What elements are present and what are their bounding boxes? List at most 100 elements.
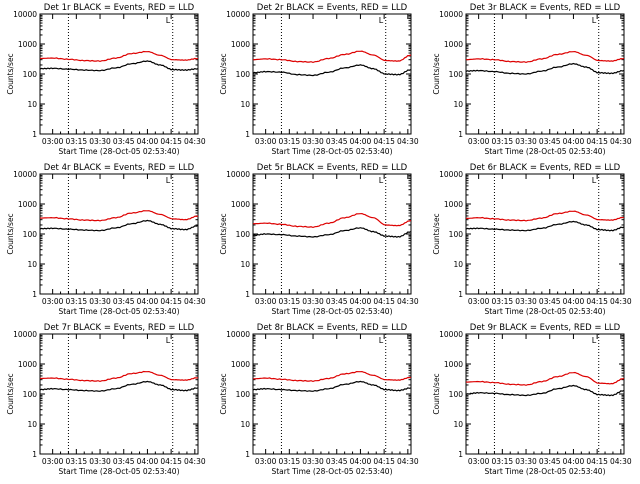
x-tick-label: 03:45: [539, 137, 561, 146]
y-tick-label: 1000: [231, 200, 250, 209]
events-series-line: [465, 220, 625, 232]
x-tick-label: 04:30: [610, 137, 632, 146]
x-tick-label: 03:45: [539, 457, 561, 466]
panel-title: Det 5r BLACK = Events, RED = LLD: [257, 163, 408, 173]
x-tick-label: 04:15: [373, 457, 395, 466]
y-tick-label: 1000: [444, 200, 463, 209]
x-tick-label: 04:30: [610, 457, 632, 466]
plot-frame: [39, 333, 199, 455]
lld-series-line: [466, 210, 625, 222]
x-tick-label: 04:00: [563, 137, 585, 146]
y-axis-label: Counts/sec: [6, 213, 15, 254]
y-tick-label: 10: [453, 420, 463, 429]
x-tick-label: 03:15: [492, 137, 514, 146]
y-tick-label: 10000: [439, 330, 463, 339]
lld-series-line: [465, 371, 625, 386]
events-series-line: [252, 64, 412, 77]
y-tick-label: 10000: [13, 330, 37, 339]
x-axis-label: Start Time (28-Oct-05 02:53:40): [271, 147, 392, 156]
x-tick-label: 04:00: [137, 297, 159, 306]
x-tick-label: 03:30: [89, 457, 111, 466]
x-tick-label: 04:00: [563, 457, 585, 466]
events-series-line: [252, 380, 412, 392]
lld-series-line: [253, 212, 412, 229]
detector-panel-3: Det 3r BLACK = Events, RED = LLD 1 10 100 10…: [432, 3, 632, 156]
x-tick-label: 03:15: [66, 457, 88, 466]
y-tick-label: 100: [449, 230, 464, 239]
x-tick-label: 03:00: [42, 137, 64, 146]
panel-title: Det 2r BLACK = Events, RED = LLD: [257, 3, 408, 13]
x-tick-label: 03:00: [255, 457, 277, 466]
detector-panel-6: Det 6r BLACK = Events, RED = LLD 1 10 100 10…: [432, 163, 632, 316]
x-tick-label: 04:30: [184, 457, 206, 466]
y-tick-label: 10: [453, 100, 463, 109]
x-tick-label: 03:45: [326, 297, 348, 306]
x-tick-label: 04:00: [137, 137, 159, 146]
plot-frame: [252, 333, 412, 455]
y-axis-label: Counts/sec: [6, 53, 15, 94]
x-tick-label: 04:00: [350, 297, 372, 306]
y-tick-label: 10: [27, 100, 37, 109]
x-axis-label: Start Time (28-Oct-05 02:53:40): [58, 147, 179, 156]
lld-series-line: [253, 370, 412, 383]
detector-panel-8: Det 8r BLACK = Events, RED = LLD 1 10 100 10…: [219, 323, 419, 476]
x-tick-label: 04:30: [397, 457, 419, 466]
x-axis-label: Start Time (28-Oct-05 02:53:40): [484, 307, 605, 316]
plot-frame: [465, 333, 625, 455]
x-tick-label: 03:30: [89, 297, 111, 306]
x-tick-label: 04:00: [350, 457, 372, 466]
x-axis-label: Start Time (28-Oct-05 02:53:40): [484, 467, 605, 476]
x-tick-label: 04:15: [160, 297, 182, 306]
y-tick-label: 10: [453, 260, 463, 269]
events-series-line: [39, 219, 199, 232]
plot-frame: [39, 173, 199, 295]
y-axis-label: Counts/sec: [219, 213, 228, 254]
x-tick-label: 03:00: [468, 457, 490, 466]
y-tick-label: 1000: [18, 200, 37, 209]
x-tick-label: 03:30: [515, 137, 537, 146]
x-tick-label: 04:15: [586, 137, 608, 146]
panel-title: Det 7r BLACK = Events, RED = LLD: [44, 323, 195, 333]
x-tick-label: 03:15: [492, 297, 514, 306]
plot-frame: [39, 13, 199, 135]
x-axis-label: Start Time (28-Oct-05 02:53:40): [271, 307, 392, 316]
y-tick-label: 1000: [18, 360, 37, 369]
x-axis-label: Start Time (28-Oct-05 02:53:40): [58, 307, 179, 316]
y-tick-label: 10000: [226, 10, 250, 19]
x-tick-label: 03:30: [302, 457, 324, 466]
detector-panel-5: Det 5r BLACK = Events, RED = LLD 1 10 100 10…: [219, 163, 419, 316]
events-series-line: [252, 227, 412, 238]
y-tick-label: 1000: [444, 360, 463, 369]
x-tick-label: 03:45: [326, 137, 348, 146]
marker-label: L: [166, 176, 171, 185]
x-tick-label: 03:00: [468, 297, 490, 306]
y-tick-label: 100: [23, 390, 38, 399]
x-tick-label: 04:15: [160, 137, 182, 146]
y-tick-label: 1000: [18, 40, 37, 49]
y-tick-label: 10: [27, 420, 37, 429]
y-axis-label: Counts/sec: [6, 373, 15, 414]
detector-panel-4: Det 4r BLACK = Events, RED = LLD 1 10 100 10…: [6, 163, 206, 316]
y-tick-label: 10: [27, 260, 37, 269]
y-tick-label: 10: [240, 420, 250, 429]
x-tick-label: 03:15: [279, 457, 301, 466]
y-axis-label: Counts/sec: [219, 373, 228, 414]
x-tick-label: 04:00: [137, 457, 159, 466]
x-axis-label: Start Time (28-Oct-05 02:53:40): [58, 467, 179, 476]
x-tick-label: 03:30: [515, 297, 537, 306]
x-tick-label: 03:00: [42, 457, 64, 466]
panel-title: Det 3r BLACK = Events, RED = LLD: [470, 3, 621, 13]
y-tick-label: 1: [458, 290, 463, 299]
x-tick-label: 04:15: [160, 457, 182, 466]
x-tick-label: 04:15: [373, 297, 395, 306]
lld-series-line: [465, 50, 625, 64]
panel-title: Det 8r BLACK = Events, RED = LLD: [257, 323, 408, 333]
y-tick-label: 1000: [231, 360, 250, 369]
x-tick-label: 03:15: [279, 297, 301, 306]
marker-label: L: [592, 176, 597, 185]
events-series-line: [465, 62, 625, 75]
detector-panel-9: Det 9r BLACK = Events, RED = LLD 1 10 100 10…: [432, 323, 632, 476]
panel-title: Det 6r BLACK = Events, RED = LLD: [470, 163, 621, 173]
y-axis-label: Counts/sec: [219, 53, 228, 94]
